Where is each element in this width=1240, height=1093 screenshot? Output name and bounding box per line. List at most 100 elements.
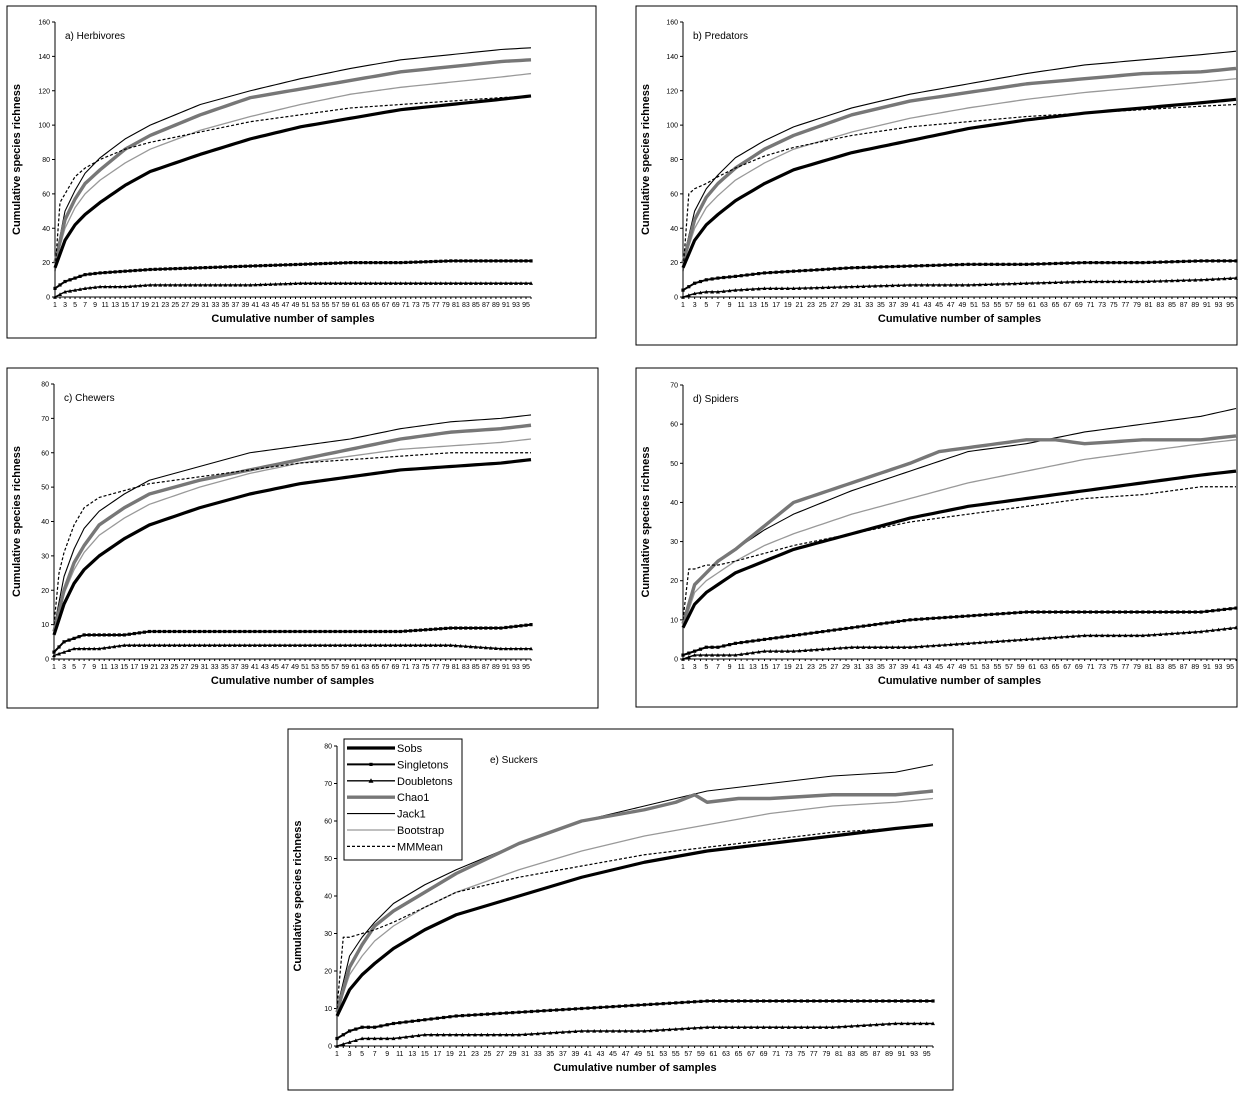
point-singletons bbox=[122, 633, 126, 637]
point-doubletons bbox=[1111, 633, 1116, 638]
point-singletons bbox=[567, 1007, 571, 1011]
x-tick-label: 79 bbox=[442, 302, 450, 309]
point-doubletons bbox=[611, 1029, 616, 1033]
point-doubletons bbox=[1065, 634, 1070, 639]
series-singletons bbox=[335, 999, 935, 1041]
point-singletons bbox=[1193, 610, 1197, 614]
x-tick-label: 39 bbox=[241, 664, 249, 671]
point-singletons bbox=[1205, 609, 1209, 613]
point-singletons bbox=[1083, 610, 1087, 614]
point-singletons bbox=[914, 617, 918, 622]
point-singletons bbox=[960, 262, 965, 267]
point-singletons bbox=[529, 623, 533, 627]
series-mmmean bbox=[336, 824, 934, 1009]
y-tick-label: 20 bbox=[41, 588, 49, 595]
point-singletons bbox=[803, 632, 807, 636]
point-doubletons bbox=[358, 643, 363, 647]
point-singletons bbox=[1211, 609, 1215, 613]
point-doubletons bbox=[67, 648, 72, 653]
point-singletons bbox=[1106, 261, 1110, 265]
point-doubletons bbox=[648, 1028, 653, 1033]
series-line-mmmean bbox=[54, 95, 532, 272]
legend: Sobs Singletons Doubletons Chao1 Jack1 Bootst… bbox=[343, 738, 463, 861]
x-tick-label: 93 bbox=[910, 1051, 918, 1058]
point-doubletons bbox=[548, 1030, 553, 1035]
point-doubletons bbox=[529, 646, 533, 651]
x-tick-label: 13 bbox=[749, 302, 757, 309]
point-singletons bbox=[72, 636, 76, 640]
point-doubletons bbox=[1041, 636, 1046, 640]
point-doubletons bbox=[503, 646, 508, 651]
point-doubletons bbox=[78, 287, 83, 291]
panel-title: e) Suckers bbox=[490, 755, 538, 766]
point-singletons bbox=[494, 626, 498, 630]
series-line-jack1 bbox=[54, 47, 532, 263]
series-line-chao1 bbox=[681, 66, 1237, 264]
point-singletons bbox=[504, 259, 508, 263]
point-doubletons bbox=[410, 1034, 415, 1038]
x-tick-label: 37 bbox=[889, 302, 897, 309]
point-singletons bbox=[344, 261, 348, 265]
point-doubletons bbox=[523, 281, 528, 285]
x-tick-label: 65 bbox=[735, 1051, 743, 1058]
x-tick-label: 17 bbox=[433, 1051, 441, 1058]
series-jack1 bbox=[682, 407, 1237, 624]
x-tick-label: 49 bbox=[292, 302, 300, 309]
series-line-doubletons bbox=[682, 626, 1237, 660]
x-tick-label: 77 bbox=[810, 1051, 818, 1058]
point-singletons bbox=[831, 999, 835, 1003]
x-tick-label: 83 bbox=[848, 1051, 856, 1058]
point-doubletons bbox=[931, 282, 936, 287]
point-singletons bbox=[213, 265, 217, 269]
point-singletons bbox=[849, 999, 854, 1003]
y-tick-label: 0 bbox=[46, 295, 50, 302]
point-doubletons bbox=[498, 646, 503, 651]
point-singletons bbox=[573, 1007, 577, 1011]
point-singletons bbox=[592, 1006, 596, 1010]
point-singletons bbox=[885, 265, 889, 269]
point-singletons bbox=[1071, 261, 1075, 265]
point-doubletons bbox=[849, 284, 854, 289]
x-tick-label: 59 bbox=[697, 1051, 705, 1058]
point-doubletons bbox=[248, 282, 253, 287]
point-doubletons bbox=[441, 1032, 446, 1037]
series-line-bootstrap bbox=[54, 72, 532, 265]
x-tick-label: 31 bbox=[201, 302, 209, 309]
point-singletons bbox=[459, 626, 463, 630]
point-singletons bbox=[273, 263, 278, 267]
point-singletons bbox=[1117, 610, 1122, 614]
point-doubletons bbox=[849, 645, 854, 649]
x-tick-label: 55 bbox=[993, 302, 1001, 309]
point-doubletons bbox=[727, 288, 732, 293]
point-doubletons bbox=[208, 282, 213, 287]
point-doubletons bbox=[513, 281, 518, 285]
point-doubletons bbox=[1036, 636, 1041, 641]
point-singletons bbox=[288, 263, 293, 267]
x-tick-label: 35 bbox=[546, 1051, 554, 1058]
point-singletons bbox=[153, 267, 157, 271]
point-singletons bbox=[233, 629, 237, 634]
point-singletons bbox=[792, 633, 796, 638]
point-singletons bbox=[937, 616, 941, 620]
series-mmmean bbox=[682, 486, 1236, 620]
series-line-jack1 bbox=[682, 407, 1237, 624]
point-singletons bbox=[78, 274, 82, 278]
point-singletons bbox=[442, 1015, 446, 1020]
point-singletons bbox=[328, 629, 332, 634]
point-singletons bbox=[499, 626, 503, 630]
point-singletons bbox=[1030, 610, 1034, 614]
x-tick-label: 63 bbox=[362, 302, 370, 309]
point-singletons bbox=[699, 999, 703, 1003]
x-tick-label: 45 bbox=[935, 664, 943, 671]
point-doubletons bbox=[328, 281, 333, 285]
point-singletons bbox=[198, 629, 202, 634]
point-singletons bbox=[554, 1008, 559, 1012]
point-singletons bbox=[404, 260, 408, 265]
x-tick-label: 85 bbox=[860, 1051, 868, 1058]
point-doubletons bbox=[1199, 629, 1204, 634]
x-tick-label: 23 bbox=[471, 1051, 479, 1058]
point-singletons bbox=[1152, 260, 1157, 264]
point-singletons bbox=[398, 629, 403, 634]
series-chao1 bbox=[681, 66, 1237, 264]
x-tick-label: 17 bbox=[131, 302, 139, 309]
